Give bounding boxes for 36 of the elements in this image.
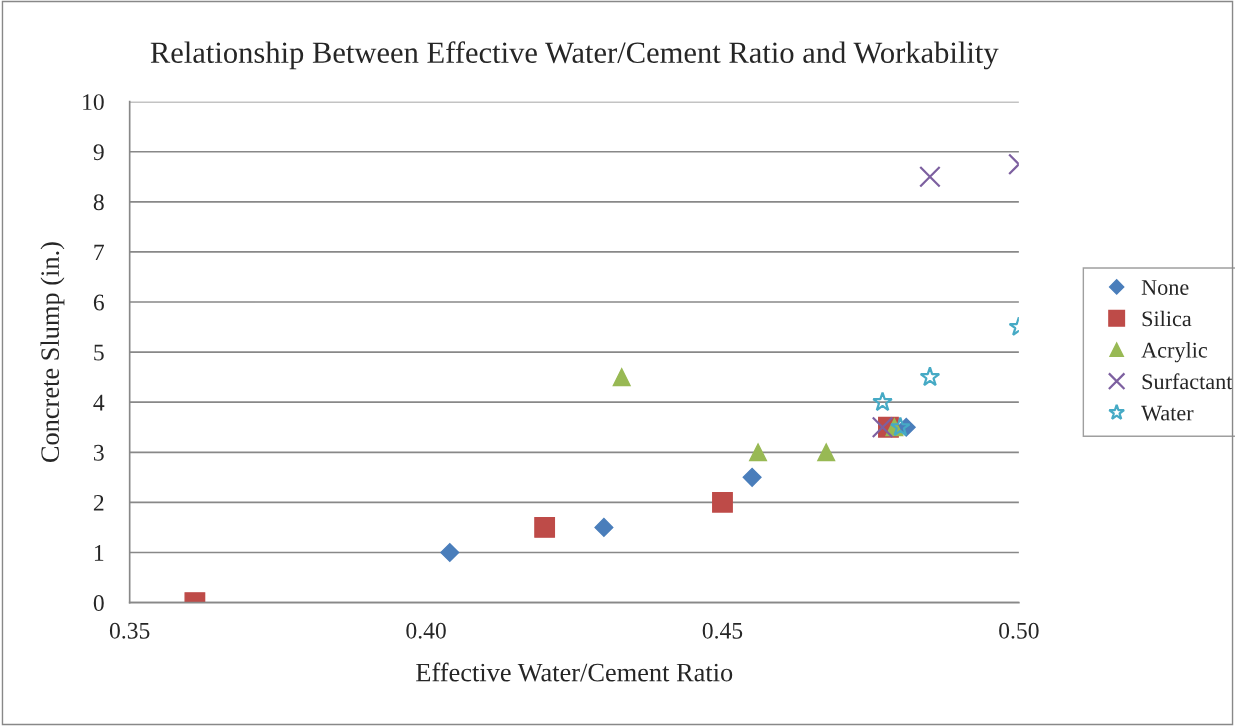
x-axis-title: Effective Water/Cement Ratio <box>416 662 733 682</box>
legend-label: Surfactant <box>1142 373 1233 390</box>
x-tick-label: 0.35 <box>109 622 150 639</box>
point <box>817 443 836 462</box>
point <box>889 416 911 437</box>
y-tick-label: 0 <box>93 595 104 611</box>
legend-label: Silica <box>1142 310 1192 327</box>
point <box>712 491 733 513</box>
point <box>534 517 556 538</box>
point <box>919 366 941 387</box>
point <box>612 368 631 387</box>
y-tick-label: 8 <box>93 194 104 211</box>
y-tick-label: 2 <box>93 494 104 511</box>
x-tick-label: 0.45 <box>702 622 743 639</box>
legend-label: Water <box>1141 405 1194 421</box>
legend-label: None <box>1141 280 1189 295</box>
x-tick-label: 0.50 <box>999 622 1039 639</box>
y-tick-label: 9 <box>93 144 104 161</box>
point <box>742 467 762 487</box>
y-tick-label: 3 <box>94 444 104 461</box>
legend-label: Acrylic <box>1141 342 1208 363</box>
y-tick-label: 1 <box>94 545 104 561</box>
y-axis-title: Concrete Slump (in.) <box>40 242 65 463</box>
y-tick-label: 4 <box>93 394 105 411</box>
point <box>871 416 894 439</box>
point <box>440 542 460 563</box>
point <box>872 391 893 412</box>
point <box>594 517 614 537</box>
point <box>749 443 768 462</box>
point <box>919 165 941 188</box>
y-tick-label: 7 <box>94 244 104 261</box>
x-tick-label: 0.40 <box>406 622 446 639</box>
y-tick-label: 6 <box>93 294 104 311</box>
chart-title: Relationship Between Effective Water/Cement Ratio and Workability <box>150 41 999 70</box>
y-tick-label: 10 <box>83 94 104 111</box>
y-tick-label: 5 <box>94 344 104 361</box>
